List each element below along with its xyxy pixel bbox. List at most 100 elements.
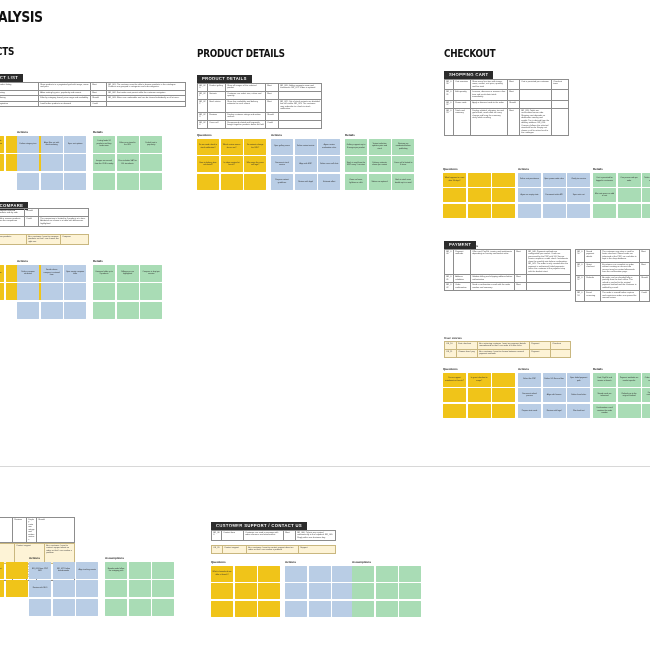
sticky-note[interactable]: [399, 565, 422, 582]
table-row[interactable]: BR_010Compare selected products side by …: [0, 208, 89, 217]
sticky-grid-actions-product-list[interactable]: Define category tree Align filter set wit…: [17, 135, 87, 190]
sticky-note[interactable]: Document refund process: [518, 388, 541, 403]
sticky-note[interactable]: Spec mini cart: [567, 188, 591, 203]
sticky-note[interactable]: Review with SEO: [29, 580, 51, 598]
sticky-note[interactable]: [116, 172, 139, 190]
sticky-note[interactable]: [152, 598, 175, 616]
sticky-note[interactable]: Compare holds up to 4 products: [93, 264, 115, 282]
sticky-note[interactable]: [5, 561, 28, 579]
sticky-note[interactable]: Document totals API: [542, 188, 566, 203]
table-product-compare[interactable]: BR_010Compare selected products side by …: [0, 208, 89, 228]
table-row[interactable]: BR_042 Order confirmation Send a confirmat…: [444, 282, 571, 292]
sticky-note[interactable]: [211, 583, 233, 600]
sticky-note[interactable]: Listing loads 24 products and lazy loads…: [93, 135, 115, 153]
sticky-note[interactable]: Define category tree: [17, 135, 39, 153]
sticky-note[interactable]: [492, 203, 516, 218]
sticky-note[interactable]: [152, 561, 175, 579]
sticky-note[interactable]: [17, 154, 39, 172]
sticky-note[interactable]: [40, 154, 63, 172]
table-row[interactable]: US_10 Fast checkout As a returning custome…: [444, 341, 571, 350]
sticky-note[interactable]: BR_027 Define breadcrumbs: [52, 561, 75, 579]
sticky-note[interactable]: [642, 188, 650, 203]
sticky-note[interactable]: [443, 203, 466, 218]
sticky-note[interactable]: [567, 203, 591, 218]
sticky-note[interactable]: Define variant matrix: [294, 138, 317, 155]
table-payment-stories[interactable]: US_10 Fast checkout As a returning custome…: [444, 341, 571, 358]
table-row[interactable]: BR_051 Guest checkout A customer can compl…: [575, 261, 650, 276]
sticky-note[interactable]: Reviews are moderated before publishing: [392, 138, 415, 155]
table-row[interactable]: BR_053 Fraud screening The order is scored…: [575, 290, 650, 302]
sticky-note[interactable]: Select the PSP: [518, 372, 541, 387]
sticky-note[interactable]: Align with ERP: [294, 156, 317, 173]
sticky-note[interactable]: Decide where compare is entered from: [40, 264, 63, 282]
sticky-grid-details-payment[interactable]: Card, PayPal and invoice at launch Paymen…: [593, 372, 650, 418]
sticky-note[interactable]: Delivery estimate shown per variant: [368, 156, 391, 173]
sticky-note[interactable]: BR_026 Spec PDP SEO: [29, 561, 51, 579]
sticky-note[interactable]: [285, 583, 307, 600]
sticky-note[interactable]: [332, 565, 355, 582]
sticky-note[interactable]: [492, 388, 516, 403]
sticky-note[interactable]: [17, 283, 39, 301]
sticky-grid-actions-payment[interactable]: Select the PSP Define 3-D Secure flow Spec…: [518, 372, 591, 418]
sticky-note[interactable]: Videos are optional: [368, 173, 391, 190]
sticky-note[interactable]: Align tracking events: [76, 561, 99, 579]
sticky-note[interactable]: How is delivery time calculated?: [197, 156, 219, 173]
sticky-note[interactable]: Max number of products that can be compa…: [0, 264, 4, 282]
sticky-note[interactable]: Differences are highlighted: [116, 264, 139, 282]
sticky-note[interactable]: [467, 388, 491, 403]
sticky-note[interactable]: Totals are recalculated server side: [642, 172, 650, 187]
sticky-note[interactable]: Do we need a back in stock notification?: [197, 138, 219, 155]
sticky-note[interactable]: [29, 598, 51, 616]
table-row[interactable]: BR_020 Product gallery Show all images of …: [197, 83, 322, 92]
sticky-note[interactable]: [64, 301, 87, 319]
sticky-note[interactable]: Payment methods are market specific: [617, 372, 641, 387]
sticky-note[interactable]: Default sort is popularity: [140, 135, 163, 153]
sticky-note[interactable]: Spec empty compare state: [64, 264, 87, 282]
sticky-grid-details-product-details[interactable]: Gallery supports up to 8 images per prod…: [345, 138, 415, 190]
sticky-note[interactable]: Mini cart opens on add to cart: [593, 188, 616, 203]
sticky-note[interactable]: [308, 583, 331, 600]
sticky-note[interactable]: One promo code per order: [617, 172, 641, 187]
sticky-note[interactable]: Agree on empty state: [518, 188, 541, 203]
sticky-note[interactable]: [93, 301, 115, 319]
table-row[interactable]: BR_032 Promo code Apply a discount code to…: [444, 99, 569, 109]
sticky-grid-details-cart[interactable]: Cart is persisted for logged in customer…: [593, 172, 650, 218]
sticky-note[interactable]: Spec gallery zoom: [271, 138, 293, 155]
sticky-note[interactable]: [40, 301, 63, 319]
sticky-note[interactable]: Define 3-D Secure flow: [542, 372, 566, 387]
sticky-note[interactable]: Back in stock uses double opt in e-mail: [392, 173, 415, 190]
sticky-grid-actions-product-compare[interactable]: Define compare attributes Decide where co…: [17, 264, 87, 319]
sticky-note[interactable]: [52, 598, 75, 616]
sticky-note[interactable]: [518, 203, 541, 218]
sticky-grid-actions-support[interactable]: [285, 565, 355, 617]
sticky-note[interactable]: Document stock service: [271, 156, 293, 173]
sticky-grid-assumptions-support[interactable]: [352, 565, 422, 617]
sticky-note[interactable]: BR_025 Is a wishlist in scope?: [0, 561, 4, 579]
sticky-note[interactable]: [211, 600, 233, 617]
sticky-note[interactable]: Spec promo code rules: [542, 172, 566, 187]
table-row[interactable]: BR_040 Payment methods Offer card, PayPal,…: [444, 248, 571, 276]
badge-product-compare[interactable]: PRODUCT COMPARE: [0, 194, 29, 212]
sticky-note[interactable]: [617, 188, 641, 203]
sticky-note[interactable]: [152, 580, 175, 598]
sticky-note[interactable]: Spec failed payment path: [567, 372, 591, 387]
sticky-grid-questions-payment[interactable]: Do we support instalments at launch? Is g…: [443, 372, 516, 418]
sticky-note[interactable]: [308, 565, 331, 582]
sticky-note[interactable]: Review with legal: [294, 173, 317, 190]
sticky-grid-details-product-compare[interactable]: Compare holds up to 4 products Difference…: [93, 264, 163, 319]
sticky-note[interactable]: [128, 580, 151, 598]
sticky-note[interactable]: Order is created after authorisation: [642, 372, 650, 387]
table-row[interactable]: BR_031 Edit quantity Increase, decrease or…: [444, 89, 569, 101]
sticky-note[interactable]: [5, 580, 28, 598]
table-row[interactable]: BR_004PaginationLoad further products on…: [0, 100, 186, 108]
sticky-note[interactable]: Card, PayPal and invoice at launch: [593, 372, 616, 387]
sticky-grid-questions-product-details[interactable]: Do we need a back in stock notification?…: [197, 138, 267, 190]
sticky-note[interactable]: [234, 565, 257, 582]
sticky-note[interactable]: Align filter set with merchandising: [40, 135, 63, 153]
sticky-note[interactable]: Cart is persisted for logged in customer…: [593, 172, 616, 187]
